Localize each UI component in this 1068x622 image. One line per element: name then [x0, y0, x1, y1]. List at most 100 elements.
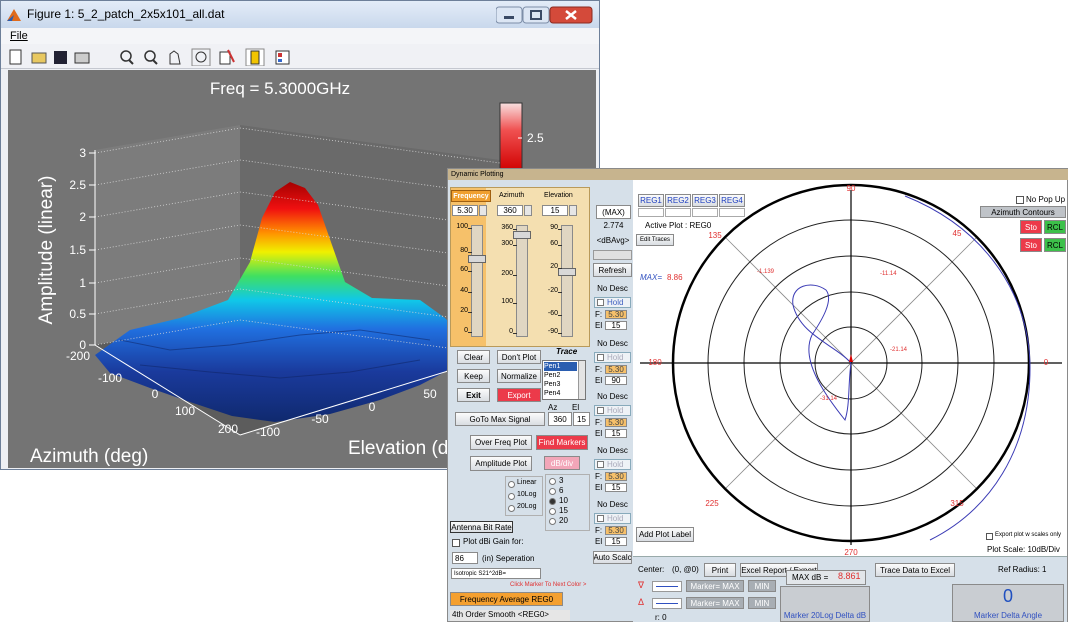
button[interactable]: Azimuth Contours: [980, 206, 1066, 218]
pen-item[interactable]: Pen2: [544, 372, 561, 379]
radio[interactable]: [549, 518, 556, 525]
reg-button[interactable]: REG1: [638, 194, 664, 207]
active-plot: Active Plot : REG0: [645, 221, 712, 230]
slider-track[interactable]: [471, 225, 483, 337]
f-value[interactable]: 5.30: [605, 526, 627, 535]
radio[interactable]: [508, 505, 515, 512]
radio[interactable]: [549, 478, 556, 485]
toolbar-icons[interactable]: [8, 48, 308, 66]
f-value[interactable]: 5.30: [605, 365, 627, 374]
button[interactable]: Refresh: [593, 263, 632, 277]
trace-hold[interactable]: [594, 352, 631, 363]
marker-min[interactable]: MIN: [748, 580, 776, 592]
pen-item[interactable]: Pen3: [544, 381, 561, 388]
button[interactable]: Don't Plot: [497, 350, 541, 364]
button[interactable]: Auto Scalc: [593, 551, 632, 564]
isotropic[interactable]: Isotropic S21^2dB=: [451, 568, 541, 579]
marker-min[interactable]: MIN: [748, 597, 776, 609]
slider-thumb[interactable]: [513, 231, 531, 239]
hold-label: Hold: [607, 406, 624, 415]
pen-item[interactable]: Pen4: [544, 390, 561, 397]
slider-tick-mark: [468, 312, 472, 313]
checkbox[interactable]: [597, 515, 604, 522]
slider-value[interactable]: 15: [542, 205, 568, 216]
radio[interactable]: [549, 488, 556, 495]
button[interactable]: Edit Traces: [636, 234, 674, 246]
marker-line: [656, 586, 678, 587]
reg-button[interactable]: REG3: [692, 194, 718, 207]
sto-button[interactable]: Sto: [1020, 238, 1042, 252]
checkbox[interactable]: [597, 299, 604, 306]
checkbox[interactable]: [452, 539, 460, 547]
button[interactable]: Exit: [457, 388, 490, 402]
checkbox[interactable]: [597, 461, 604, 468]
max-label[interactable]: (MAX): [596, 205, 631, 219]
button[interactable]: Keep: [457, 369, 490, 383]
window-controls[interactable]: [496, 5, 596, 25]
button[interactable]: Normalize: [497, 369, 541, 383]
button[interactable]: GoTo Max Signal: [455, 412, 545, 426]
trace-hold[interactable]: [594, 405, 631, 416]
button[interactable]: Add Plot Label: [636, 527, 694, 542]
slider-value[interactable]: 360: [497, 205, 523, 216]
el-value[interactable]: 15: [605, 321, 627, 330]
button[interactable]: Trace Data to Excel: [875, 563, 955, 577]
angle-label: 45: [953, 229, 962, 238]
checkbox[interactable]: [1016, 196, 1024, 204]
reg-button[interactable]: REG2: [665, 194, 691, 207]
button[interactable]: Over Freq Plot: [470, 435, 532, 450]
marker-select[interactable]: Marker= MAX: [686, 580, 744, 592]
menu-item[interactable]: File: [10, 30, 28, 42]
slider-thumb[interactable]: [468, 255, 486, 263]
el-value[interactable]: 15: [605, 537, 627, 546]
f-value[interactable]: 5.30: [605, 310, 627, 319]
trace-hold[interactable]: [594, 513, 631, 524]
trace-hold[interactable]: [594, 459, 631, 470]
el-value[interactable]: 15: [605, 429, 627, 438]
slider-tick-mark: [513, 229, 517, 230]
radio[interactable]: [549, 508, 556, 515]
slider-thumb[interactable]: [558, 268, 576, 276]
button[interactable]: Frequency Average REG0: [450, 592, 563, 606]
max-value: 2.774: [603, 221, 624, 230]
pen-item[interactable]: Pen1: [544, 362, 577, 371]
slider-track[interactable]: [516, 225, 528, 337]
el-value[interactable]: 15: [605, 483, 627, 492]
button[interactable]: dB/div: [544, 456, 580, 470]
marker-select[interactable]: Marker= MAX: [686, 597, 744, 609]
sto-button[interactable]: Sto: [1020, 220, 1042, 234]
slider-track[interactable]: [561, 225, 573, 337]
surface-shading: [119, 329, 431, 379]
ref-radius: Ref Radius: 1: [998, 565, 1047, 574]
spinner[interactable]: [479, 205, 487, 216]
f-value[interactable]: 5.30: [605, 472, 627, 481]
el-value[interactable]: 90: [605, 376, 627, 385]
hold-label: Hold: [607, 298, 624, 307]
scrollbar[interactable]: [593, 250, 632, 260]
f-value[interactable]: 5.30: [605, 418, 627, 427]
checkbox[interactable]: [986, 533, 993, 540]
separation-value[interactable]: 86: [452, 552, 478, 564]
az-value[interactable]: 360: [548, 412, 572, 426]
button[interactable]: Print: [704, 563, 736, 577]
rcl-button[interactable]: RCL: [1044, 238, 1066, 252]
rcl-button[interactable]: RCL: [1044, 220, 1066, 234]
button[interactable]: Antenna Bit Rate: [450, 521, 513, 533]
button[interactable]: Find Markers: [536, 435, 588, 450]
spinner[interactable]: [524, 205, 532, 216]
radio[interactable]: [549, 498, 556, 505]
radio[interactable]: [508, 493, 515, 500]
trace-desc: No Desc: [597, 284, 628, 293]
checkbox[interactable]: [597, 407, 604, 414]
radio[interactable]: [508, 481, 515, 488]
slider-value[interactable]: 5.30: [452, 205, 478, 216]
el-value[interactable]: 15: [573, 412, 590, 426]
button[interactable]: Export: [497, 388, 541, 402]
slider-label: Azimuth: [499, 192, 525, 199]
button[interactable]: Clear: [457, 350, 490, 364]
spinner[interactable]: [569, 205, 577, 216]
trace-hold[interactable]: [594, 297, 631, 308]
checkbox[interactable]: [597, 354, 604, 361]
reg-button[interactable]: REG4: [719, 194, 745, 207]
button[interactable]: Amplitude Plot: [470, 456, 532, 471]
